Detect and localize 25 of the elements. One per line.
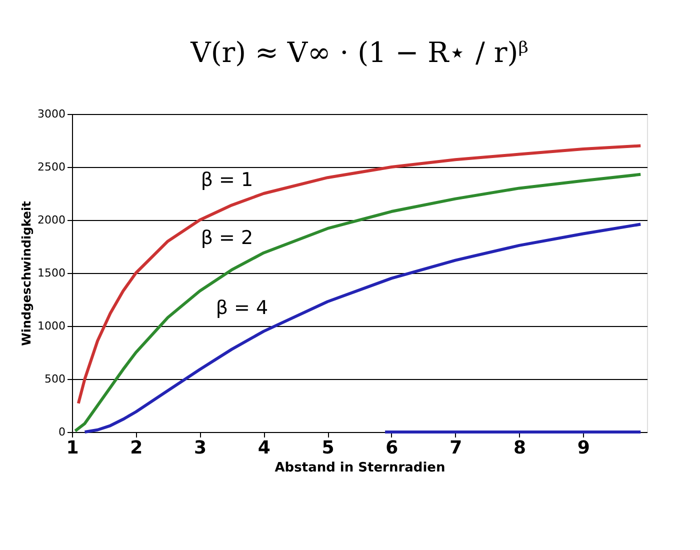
line-series	[74, 172, 642, 432]
x-tick-label: 5	[322, 438, 334, 458]
x-axis-title: Abstand in Sternradien	[274, 460, 446, 476]
y-tick-label: 0	[58, 426, 66, 438]
x-tick-label: 2	[130, 438, 143, 458]
line-series	[76, 144, 642, 405]
x-tick-label: 1	[66, 438, 79, 458]
y-tick-label: 2500	[38, 160, 66, 174]
x-tick-label: 8	[513, 438, 526, 458]
x-tick-label: 7	[450, 438, 462, 458]
y-tick-label: 3000	[38, 108, 66, 120]
x-tick-label: 4	[258, 438, 270, 458]
y-axis-title: Windgeschwindigkeit	[20, 200, 34, 346]
y-tick-label: 1500	[38, 266, 66, 280]
x-tick-label: 6	[386, 438, 398, 458]
chart-title: V(r) ≈ V∞ · (1 − R⋆ / r)ᵝ	[190, 36, 528, 69]
y-tick-label: 1000	[38, 320, 66, 332]
y-tick-label: 500	[44, 372, 66, 386]
y-tick-label: 2000	[38, 214, 66, 226]
x-tick-label: 3	[194, 438, 207, 458]
annotation: β = 2	[200, 227, 254, 249]
annotation: β = 1	[200, 169, 254, 191]
x-tick-label: 9	[577, 438, 590, 458]
annotation: β = 4	[216, 297, 268, 319]
line-series	[83, 222, 642, 434]
